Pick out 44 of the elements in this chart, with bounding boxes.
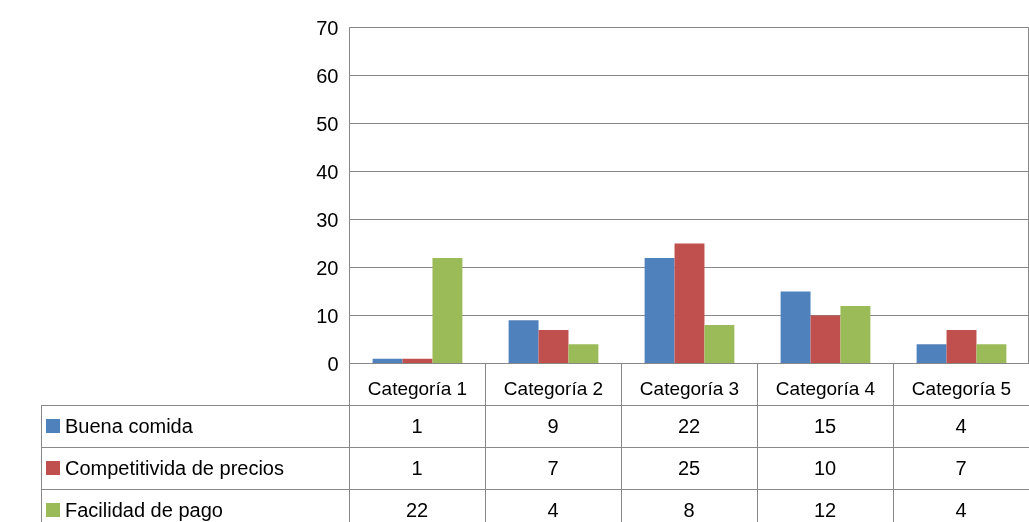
bar: [916, 344, 947, 364]
bar: [780, 291, 811, 364]
x-tick-label: Categoría 1: [367, 377, 468, 399]
data-label: 8: [682, 498, 696, 522]
bar: [946, 329, 977, 364]
legend-label: Competitivida de precios: [65, 456, 285, 481]
y-tick-label: 0: [327, 352, 339, 375]
y-tick-label: 40: [316, 160, 339, 183]
data-label: 12: [812, 498, 838, 522]
y-tick-label: 20: [316, 256, 339, 279]
y-tick-label: 30: [316, 208, 339, 231]
legend-label: Buena comida: [65, 414, 194, 439]
data-label: 10: [812, 456, 838, 481]
y-tick-label: 70: [316, 16, 339, 39]
data-label: 1: [410, 456, 424, 481]
data-label: 4: [954, 414, 968, 439]
data-label: 22: [676, 414, 702, 439]
data-label: 7: [954, 456, 968, 481]
data-label: 7: [546, 456, 560, 481]
data-label: 4: [954, 498, 968, 522]
data-label: 1: [410, 414, 424, 439]
data-label: 15: [812, 414, 838, 439]
bar: [568, 344, 599, 364]
x-tick-label: Categoría 2: [503, 377, 604, 399]
data-label: 4: [546, 498, 560, 522]
bar: [810, 315, 841, 364]
bar: [644, 257, 675, 364]
bar: [508, 320, 539, 364]
bar: [432, 257, 463, 364]
bar: [538, 329, 569, 364]
bar: [674, 243, 705, 364]
bar: [976, 344, 1007, 364]
data-label: 25: [676, 456, 702, 481]
legend-label: Facilidad de pago: [65, 498, 224, 522]
bar: [840, 305, 871, 364]
x-tick-label: Categoría 4: [775, 377, 876, 399]
x-tick-label: Categoría 3: [639, 377, 740, 399]
y-tick-label: 10: [316, 304, 339, 327]
y-tick-label: 60: [316, 64, 339, 87]
data-label: 22: [404, 498, 430, 522]
y-tick-label: 50: [316, 112, 339, 135]
data-label: 9: [546, 414, 560, 439]
bar: [704, 325, 735, 364]
x-tick-label: Categoría 5: [911, 377, 1012, 399]
